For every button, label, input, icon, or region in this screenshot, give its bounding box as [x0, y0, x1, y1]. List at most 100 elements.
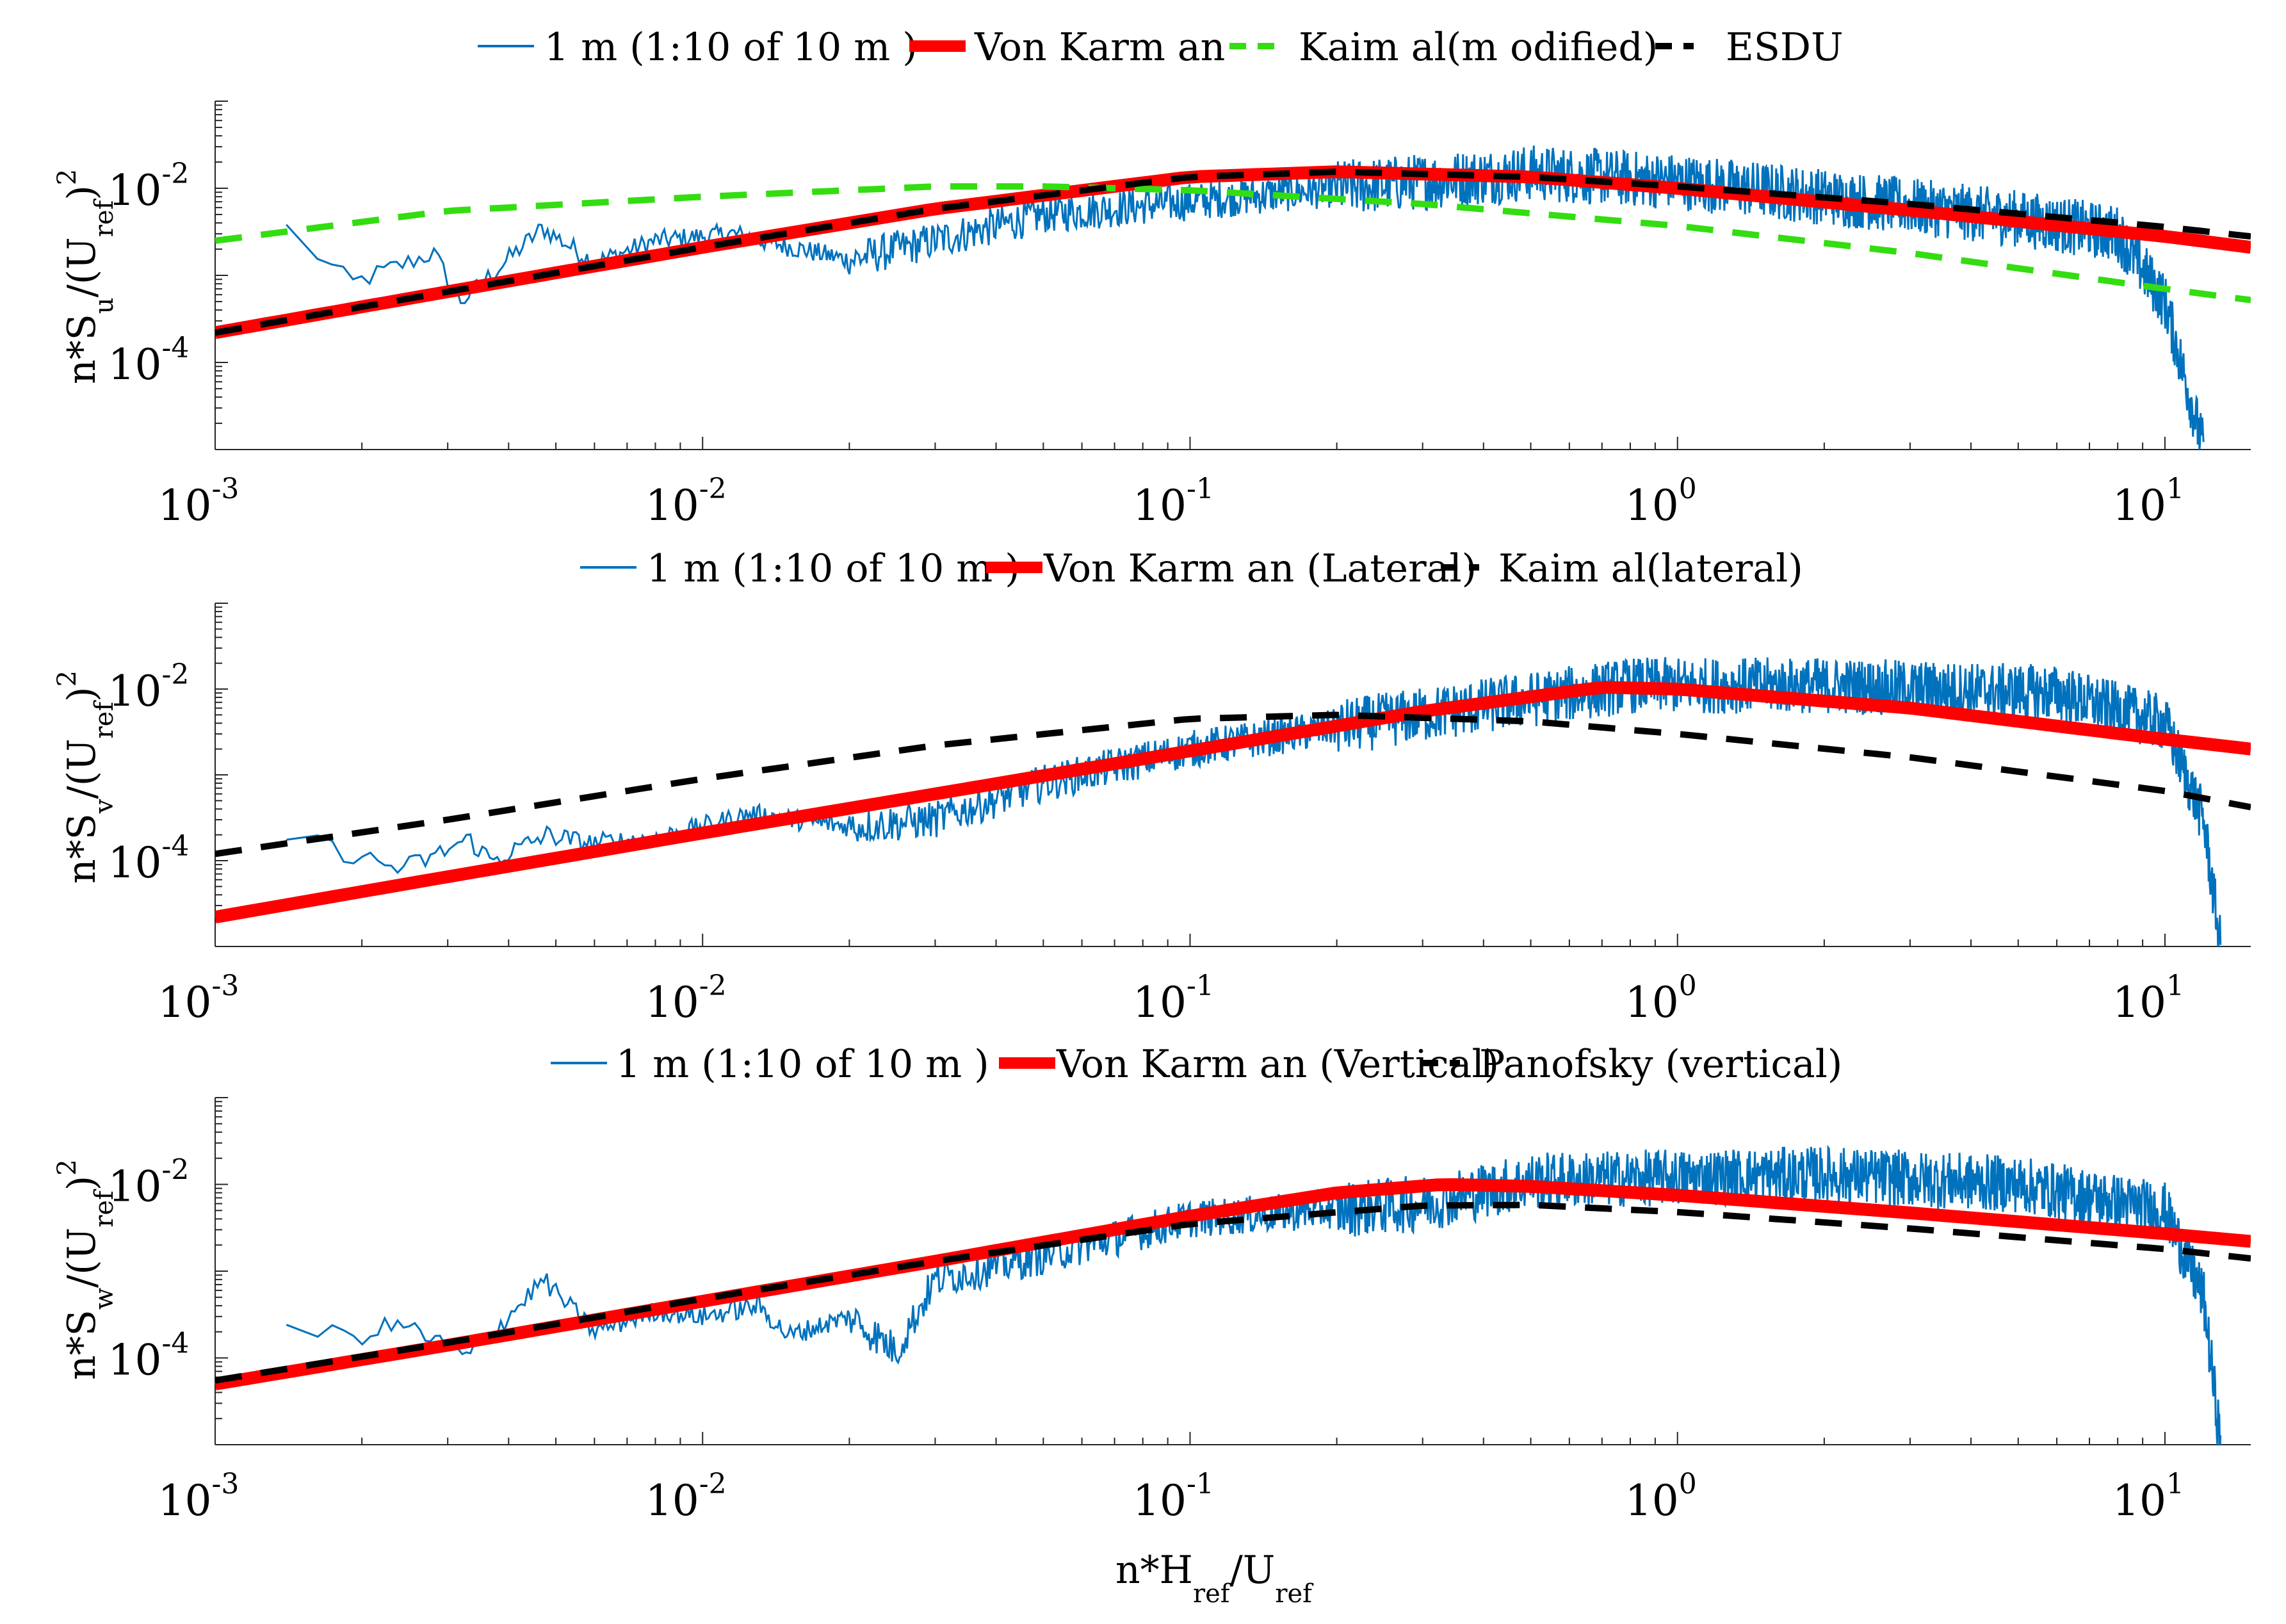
x-tick-base: 10 — [645, 481, 699, 530]
x-tick-base: 10 — [1133, 978, 1187, 1027]
legend-label: 1 m (1:10 of 10 m ) — [544, 25, 918, 70]
x-tick-exp: 1 — [2166, 473, 2184, 505]
ylabel-component: u — [90, 297, 119, 314]
y-tick-exp: -4 — [162, 332, 190, 364]
y-tick-exp: -2 — [162, 1154, 190, 1187]
x-tick-base: 10 — [158, 481, 212, 530]
x-tick-exp: 1 — [2166, 1468, 2184, 1500]
x-tick-label: 10-2 — [645, 1468, 727, 1525]
x-tick-exp: 0 — [1679, 1468, 1697, 1500]
legend-label: Panofsky (vertical) — [1479, 1042, 1842, 1087]
ylabel-n-s: n*S — [60, 813, 104, 884]
series-measured — [286, 657, 2222, 946]
y-tick-exp: -2 — [162, 158, 190, 190]
x-tick-label: 10-1 — [1133, 970, 1214, 1027]
legend-1: 1 m (1:10 of 10 m ) Von Karm an Kaim al(m … — [478, 25, 1844, 70]
x-tick-base: 10 — [1133, 1476, 1187, 1525]
y-tick-base: 10 — [108, 340, 162, 389]
ylabel-ref: ref — [90, 1189, 119, 1228]
xlabel-ref1: ref — [1193, 1579, 1232, 1609]
ylabel-denom: /(U — [60, 237, 104, 297]
xlabel-ref2: ref — [1275, 1579, 1314, 1609]
ylabel-n-s: n*S — [60, 1310, 104, 1380]
x-tick-exp: 0 — [1679, 970, 1697, 1002]
x-tick-label: 100 — [1625, 473, 1697, 530]
axes-1 — [215, 101, 2251, 450]
x-tick-base: 10 — [2112, 481, 2166, 530]
y-tick-exp: -2 — [162, 658, 190, 691]
legend-label: Kaim al(lateral) — [1498, 546, 1803, 591]
axes-3 — [215, 1097, 2251, 1445]
x-tick-base: 10 — [645, 978, 699, 1027]
ylabel-denom: /(U — [60, 738, 104, 799]
y-tick-label: 10-2 — [108, 658, 190, 716]
x-tick-label: 10-3 — [158, 473, 239, 530]
legend-label: Kaim al(m odified) — [1299, 25, 1658, 70]
legend-label: ESDU — [1726, 25, 1844, 70]
y-tick-exp: -4 — [162, 1328, 190, 1360]
ylabel-n-s: n*S — [60, 314, 104, 384]
x-tick-label: 100 — [1625, 970, 1697, 1027]
x-tick-base: 10 — [158, 978, 212, 1027]
ylabel-power: 2 — [53, 169, 82, 185]
x-tick-label: 10-1 — [1133, 1468, 1214, 1525]
x-tick-exp: -1 — [1187, 970, 1214, 1002]
x-tick-exp: -1 — [1187, 473, 1214, 505]
x-tick-label: 101 — [2112, 970, 2184, 1027]
x-tick-label: 10-2 — [645, 473, 727, 530]
x-tick-base: 10 — [158, 1476, 212, 1525]
y-tick-base: 10 — [108, 166, 162, 215]
ylabel-power: 2 — [53, 670, 82, 686]
series-measured — [286, 1144, 2222, 1445]
ylabel-close: ) — [60, 1176, 104, 1190]
y-axis-label: n*Sv/(Uref)2 — [53, 670, 119, 884]
x-tick-exp: -2 — [699, 970, 727, 1002]
x-tick-exp: -3 — [212, 1468, 239, 1500]
y-tick-base: 10 — [108, 1162, 162, 1212]
x-tick-label: 10-3 — [158, 1468, 239, 1525]
x-tick-exp: -3 — [212, 473, 239, 505]
legend-label: 1 m (1:10 of 10 m ) — [616, 1042, 989, 1087]
ylabel-component: w — [90, 1288, 119, 1310]
series-kaim-al-m-odified — [215, 183, 2251, 304]
x-tick-exp: 1 — [2166, 970, 2184, 1002]
x-tick-exp: -2 — [699, 473, 727, 505]
x-tick-base: 10 — [1133, 481, 1187, 530]
ylabel-denom: /(U — [60, 1228, 104, 1288]
x-tick-label: 10-3 — [158, 970, 239, 1027]
axes-2 — [215, 603, 2251, 947]
y-tick-base: 10 — [108, 1336, 162, 1385]
x-tick-exp: -1 — [1187, 1468, 1214, 1500]
series-panofsky-vertical — [215, 1201, 2251, 1384]
series-von-karm-an-vertical — [215, 1178, 2251, 1391]
series-von-karm-an-lateral — [215, 681, 2251, 923]
legend-label: 1 m (1:10 of 10 m ) — [647, 546, 1020, 591]
xlabel-mid: /U — [1230, 1548, 1276, 1593]
series-esdu — [215, 168, 2251, 336]
x-tick-label: 10-1 — [1133, 473, 1214, 530]
x-tick-base: 10 — [645, 1476, 699, 1525]
x-tick-base: 10 — [1625, 481, 1679, 530]
y-tick-label: 10-4 — [108, 332, 190, 389]
plot-area-2 — [215, 657, 2251, 946]
y-tick-base: 10 — [108, 838, 162, 888]
x-tick-label: 101 — [2112, 473, 2184, 530]
legend-2: 1 m (1:10 of 10 m ) Von Karm an (Lateral)… — [580, 546, 1803, 591]
x-tick-label: 101 — [2112, 1468, 2184, 1525]
x-axis-label: n*Href/Uref — [1115, 1548, 1314, 1609]
y-tick-label: 10-4 — [108, 1328, 190, 1385]
legend-3: 1 m (1:10 of 10 m ) Von Karm an (Vertical… — [551, 1042, 1842, 1087]
ylabel-close: ) — [60, 185, 104, 200]
y-tick-label: 10-2 — [108, 158, 190, 215]
legend-label: Von Karm an — [974, 25, 1225, 70]
ylabel-ref: ref — [90, 700, 119, 739]
x-tick-label: 10-2 — [645, 970, 727, 1027]
y-axis-label: n*Sw/(Uref)2 — [53, 1159, 119, 1380]
ylabel-ref: ref — [90, 198, 119, 237]
panel-3: 10-3 10-2 10-1 100 10110-410-2n*Sw/(Uref)2n*… — [53, 1097, 2251, 1609]
plot-area-3 — [215, 1144, 2251, 1445]
x-tick-exp: 0 — [1679, 473, 1697, 505]
